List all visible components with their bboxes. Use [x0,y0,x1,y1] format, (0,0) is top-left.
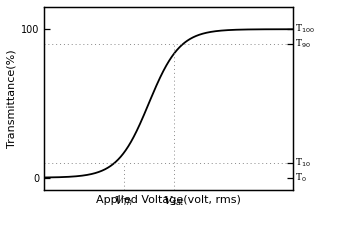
Y-axis label: Transmittance(%): Transmittance(%) [7,49,17,148]
Text: T$_{0}$: T$_{0}$ [295,171,307,184]
Text: V$_{sat}$: V$_{sat}$ [162,194,185,208]
Text: T$_{90}$: T$_{90}$ [295,38,311,50]
Text: T$_{10}$: T$_{10}$ [295,156,311,169]
Text: V$_{Th}$: V$_{Th}$ [114,194,133,208]
X-axis label: Applied Voltage(volt, rms): Applied Voltage(volt, rms) [96,195,241,205]
Text: T$_{100}$: T$_{100}$ [295,23,315,35]
